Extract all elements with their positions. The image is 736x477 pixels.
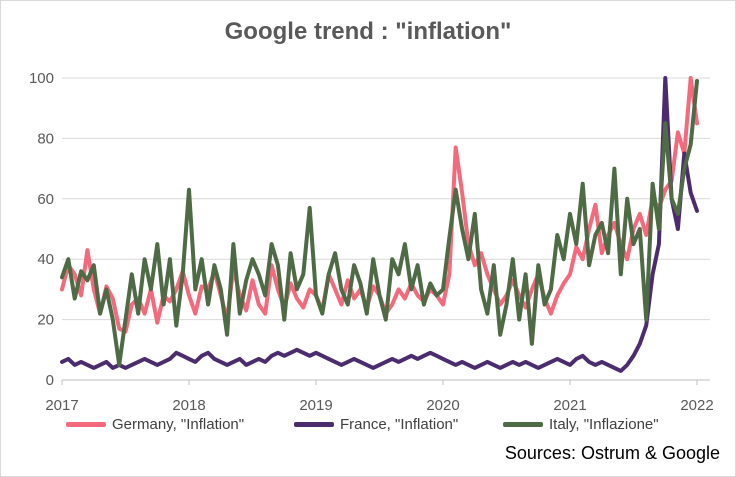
y-tick-label: 20 bbox=[37, 312, 54, 329]
y-tick-label: 80 bbox=[37, 130, 54, 147]
legend-item-france: France, "Inflation" bbox=[294, 414, 458, 434]
legend-swatch-italy bbox=[503, 421, 543, 427]
axis-layer: 0 20 40 60 80 100 2017 2018 2019 2020 2021 2022 bbox=[29, 70, 714, 414]
series-line-italy bbox=[60, 79, 699, 367]
x-tick-label: 2022 bbox=[680, 397, 713, 414]
y-tick-label: 100 bbox=[29, 70, 54, 87]
series-layer bbox=[60, 76, 699, 373]
x-tick-label: 2021 bbox=[553, 397, 586, 414]
source-note: Sources: Ostrum & Google bbox=[504, 443, 720, 463]
legend-item-germany: Germany, "Inflation" bbox=[66, 414, 244, 434]
y-tick-label: 40 bbox=[37, 251, 54, 268]
x-tick-label: 2017 bbox=[45, 397, 78, 414]
legend-swatch-france bbox=[294, 421, 334, 427]
y-tick-label: 60 bbox=[37, 191, 54, 208]
legend-label-italy: Italy, "Inflazione" bbox=[549, 415, 659, 433]
legend-swatch-germany bbox=[66, 421, 106, 427]
x-tick-label: 2019 bbox=[299, 397, 332, 414]
x-tick-label: 2020 bbox=[426, 397, 459, 414]
y-tick-label: 0 bbox=[46, 372, 54, 389]
legend-label-germany: Germany, "Inflation" bbox=[112, 415, 245, 433]
x-tick-label: 2018 bbox=[172, 397, 205, 414]
legend-item-italy: Italy, "Inflazione" bbox=[503, 414, 659, 434]
series-line-france bbox=[60, 76, 699, 373]
chart-title: Google trend : "inflation" bbox=[224, 18, 512, 45]
legend-label-france: France, "Inflation" bbox=[340, 415, 459, 433]
